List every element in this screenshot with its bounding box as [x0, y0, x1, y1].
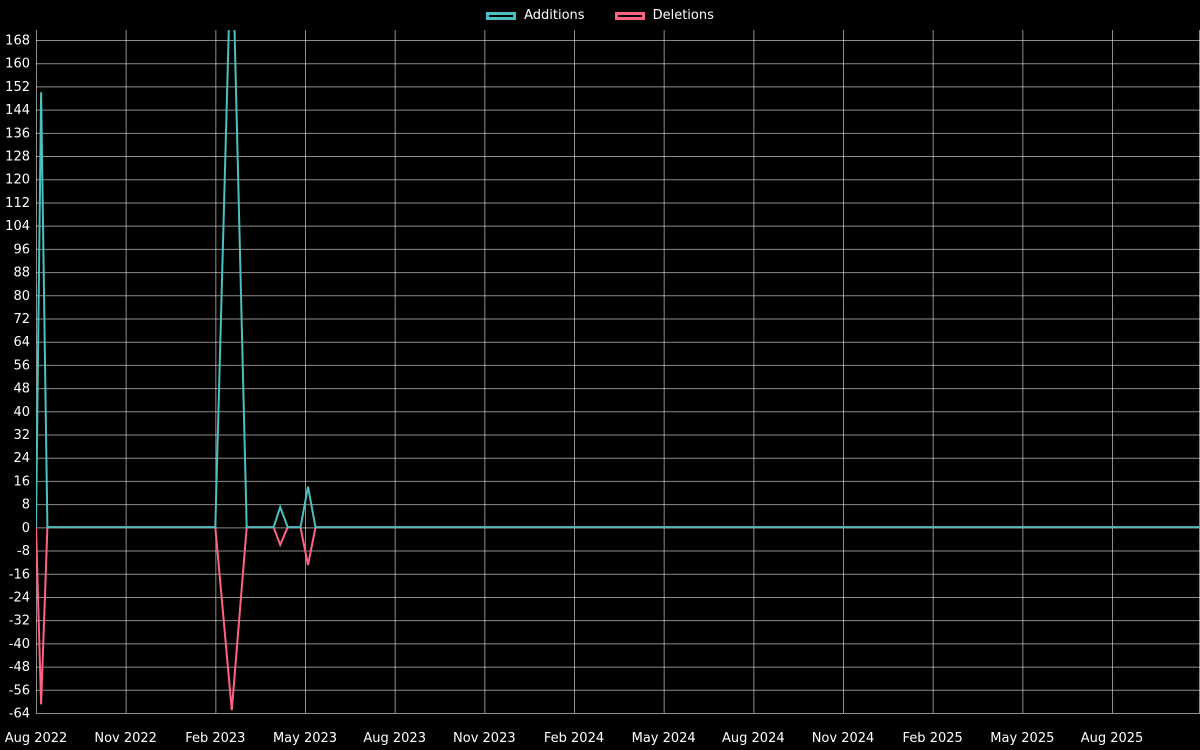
x-axis-tick-label: Nov 2023 [453, 731, 516, 746]
y-axis-tick-label: 16 [13, 474, 30, 489]
x-axis-tick-label: Aug 2022 [5, 731, 68, 746]
x-axis-tick-label: May 2023 [273, 731, 337, 746]
y-axis-tick-label: 0 [22, 521, 30, 536]
y-axis-tick-label: 120 [5, 173, 30, 188]
y-axis-tick-label: 128 [5, 150, 30, 165]
x-axis-tick-label: Feb 2024 [544, 731, 604, 746]
y-axis-tick-label: 64 [13, 335, 30, 350]
axis-labels: 1681601521441361281201121049688807264564… [5, 34, 1144, 747]
y-axis-tick-label: 80 [13, 289, 30, 304]
y-axis-tick-label: -48 [9, 660, 30, 675]
y-axis-tick-label: 112 [5, 196, 30, 211]
y-axis-tick-label: 24 [13, 451, 30, 466]
y-axis-tick-label: -8 [17, 544, 30, 559]
y-axis-tick-label: 40 [13, 405, 30, 420]
legend-label: Deletions [652, 8, 714, 23]
y-axis-tick-label: 8 [22, 498, 30, 513]
y-axis-tick-label: 72 [13, 312, 30, 327]
x-axis-tick-label: Aug 2023 [363, 731, 426, 746]
legend-swatch-deletions [614, 11, 645, 20]
y-axis-tick-label: -32 [9, 614, 30, 629]
y-axis-tick-label: 48 [13, 382, 30, 397]
legend-label: Additions [524, 8, 585, 23]
chart-legend: Additions Deletions [0, 8, 1200, 23]
x-axis-tick-label: May 2025 [990, 731, 1054, 746]
y-axis-tick-label: 96 [13, 242, 30, 257]
gridlines [36, 30, 1200, 714]
x-axis-tick-label: Nov 2024 [812, 731, 875, 746]
x-axis-tick-label: May 2024 [632, 731, 696, 746]
x-axis-tick-label: Nov 2022 [94, 731, 157, 746]
y-axis-tick-label: 168 [5, 34, 30, 49]
y-axis-tick-label: -24 [9, 590, 30, 605]
y-axis-tick-label: 104 [5, 219, 30, 234]
x-axis-tick-label: Feb 2023 [185, 731, 245, 746]
additions-line [36, 30, 1200, 529]
x-axis-tick-label: Aug 2025 [1081, 731, 1144, 746]
x-axis-tick-label: Feb 2025 [903, 731, 963, 746]
y-axis-tick-label: -56 [9, 683, 30, 698]
y-axis-tick-label: -64 [9, 707, 30, 722]
y-axis-tick-label: 32 [13, 428, 30, 443]
legend-swatch-additions [486, 11, 517, 20]
y-axis-tick-label: -16 [9, 567, 30, 582]
y-axis-tick-label: 160 [5, 57, 30, 72]
y-axis-tick-label: -40 [9, 637, 30, 652]
deletions-line [36, 526, 1200, 711]
y-axis-tick-label: 136 [5, 126, 30, 141]
y-axis-tick-label: 144 [5, 103, 30, 118]
legend-item-deletions[interactable]: Deletions [614, 8, 714, 23]
x-axis-tick-label: Aug 2024 [722, 731, 785, 746]
y-axis-tick-label: 88 [13, 266, 30, 281]
y-axis-tick-label: 56 [13, 358, 30, 373]
legend-item-additions[interactable]: Additions [486, 8, 585, 23]
y-axis-tick-label: 152 [5, 80, 30, 95]
